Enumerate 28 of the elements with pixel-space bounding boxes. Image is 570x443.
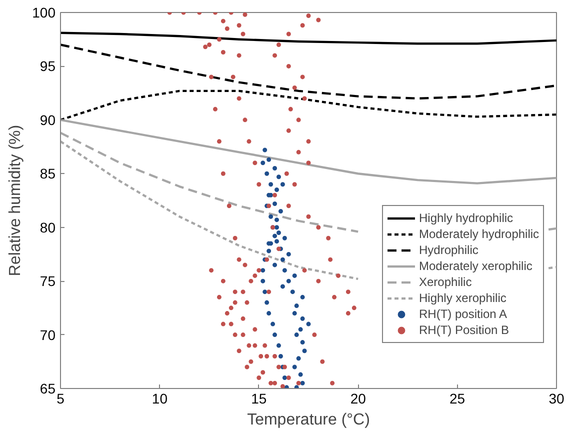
x-axis-title: Temperature (°C) [247, 412, 370, 428]
line-series [60, 32, 556, 45]
x-tick-label: 25 [450, 390, 466, 406]
y-tick-label: 90 [40, 112, 56, 128]
y-tick-label: 75 [40, 273, 56, 290]
y-tick-label: 95 [40, 58, 56, 74]
y-tick-label: 70 [40, 326, 56, 343]
x-tick-label: 30 [548, 390, 564, 406]
x-tick-label: 5 [56, 390, 65, 406]
y-tick-label: 65 [40, 380, 56, 396]
y-axis-title: Relative humidity (%) [7, 124, 24, 276]
x-tick-label: 10 [152, 390, 168, 406]
x-tick-label: 20 [350, 390, 366, 406]
line-series [60, 90, 556, 122]
legend-label: RH(T) Position B [419, 322, 510, 338]
line-series [60, 44, 556, 100]
legend-label: RH(T) position A [419, 306, 508, 322]
legend-label: Moderately hydrophilic [419, 226, 540, 242]
legend-label: Xerophilic [419, 274, 472, 290]
line-series [60, 118, 556, 184]
y-tick-label: 85 [40, 166, 56, 182]
x-tick-label: 15 [251, 390, 267, 406]
legend-label: Highly hydrophilic [419, 210, 514, 226]
legend-label: Hydrophilic [419, 242, 478, 258]
legend-label: Highly xerophilic [419, 290, 506, 306]
legend-label: Moderately xerophilic [419, 258, 532, 274]
y-tick-label: 100 [32, 4, 56, 20]
y-tick-label: 80 [40, 219, 56, 236]
